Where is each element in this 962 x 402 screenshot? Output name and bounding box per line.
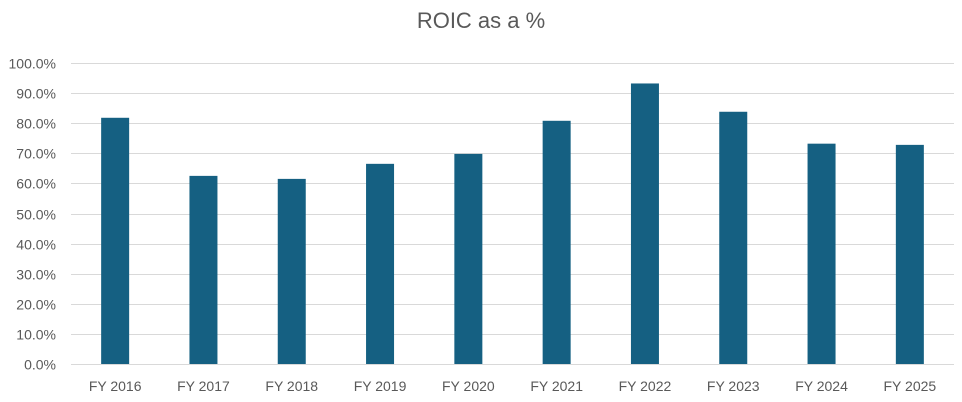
x-tick-label: FY 2021 (530, 378, 583, 394)
bar (366, 163, 395, 364)
x-tick-label: FY 2017 (177, 378, 230, 394)
x-tick-label: FY 2019 (354, 378, 407, 394)
bars (101, 83, 924, 365)
y-tick-label: 60.0% (16, 176, 56, 192)
bar (542, 120, 571, 365)
bar (189, 175, 218, 364)
bar (807, 143, 836, 364)
x-tick-label: FY 2023 (707, 378, 760, 394)
x-tick-label: FY 2016 (89, 378, 142, 394)
x-tick-label: FY 2018 (265, 378, 318, 394)
y-tick-label: 0.0% (24, 357, 56, 373)
y-tick-label: 10.0% (16, 327, 56, 343)
x-tick-label: FY 2025 (884, 378, 937, 394)
bar (454, 153, 483, 364)
bar (719, 111, 748, 365)
y-tick-label: 90.0% (16, 86, 56, 102)
x-tick-label: FY 2022 (619, 378, 672, 394)
y-tick-label: 30.0% (16, 267, 56, 283)
bar (277, 178, 306, 364)
grid-lines (71, 63, 954, 365)
x-tick-label: FY 2024 (795, 378, 848, 394)
y-axis-tick-labels: 0.0% 10.0% 20.0% 30.0% 40.0% 50.0% 60.0% 70.0% 8… (9, 56, 56, 373)
x-tick-label: FY 2020 (442, 378, 495, 394)
chart-title: ROIC as a % (416, 8, 546, 33)
y-tick-label: 80.0% (16, 116, 56, 132)
y-tick-label: 70.0% (16, 146, 56, 162)
y-tick-label: 40.0% (16, 237, 56, 253)
y-tick-label: 100.0% (9, 56, 56, 72)
bar (895, 144, 924, 364)
bar (630, 83, 659, 364)
y-tick-label: 20.0% (16, 297, 56, 313)
y-tick-label: 50.0% (16, 207, 56, 223)
bar (101, 117, 130, 364)
x-axis-tick-labels: FY 2016 FY 2017 FY 2018 FY 2019 FY 2020 FY 20… (89, 378, 937, 394)
